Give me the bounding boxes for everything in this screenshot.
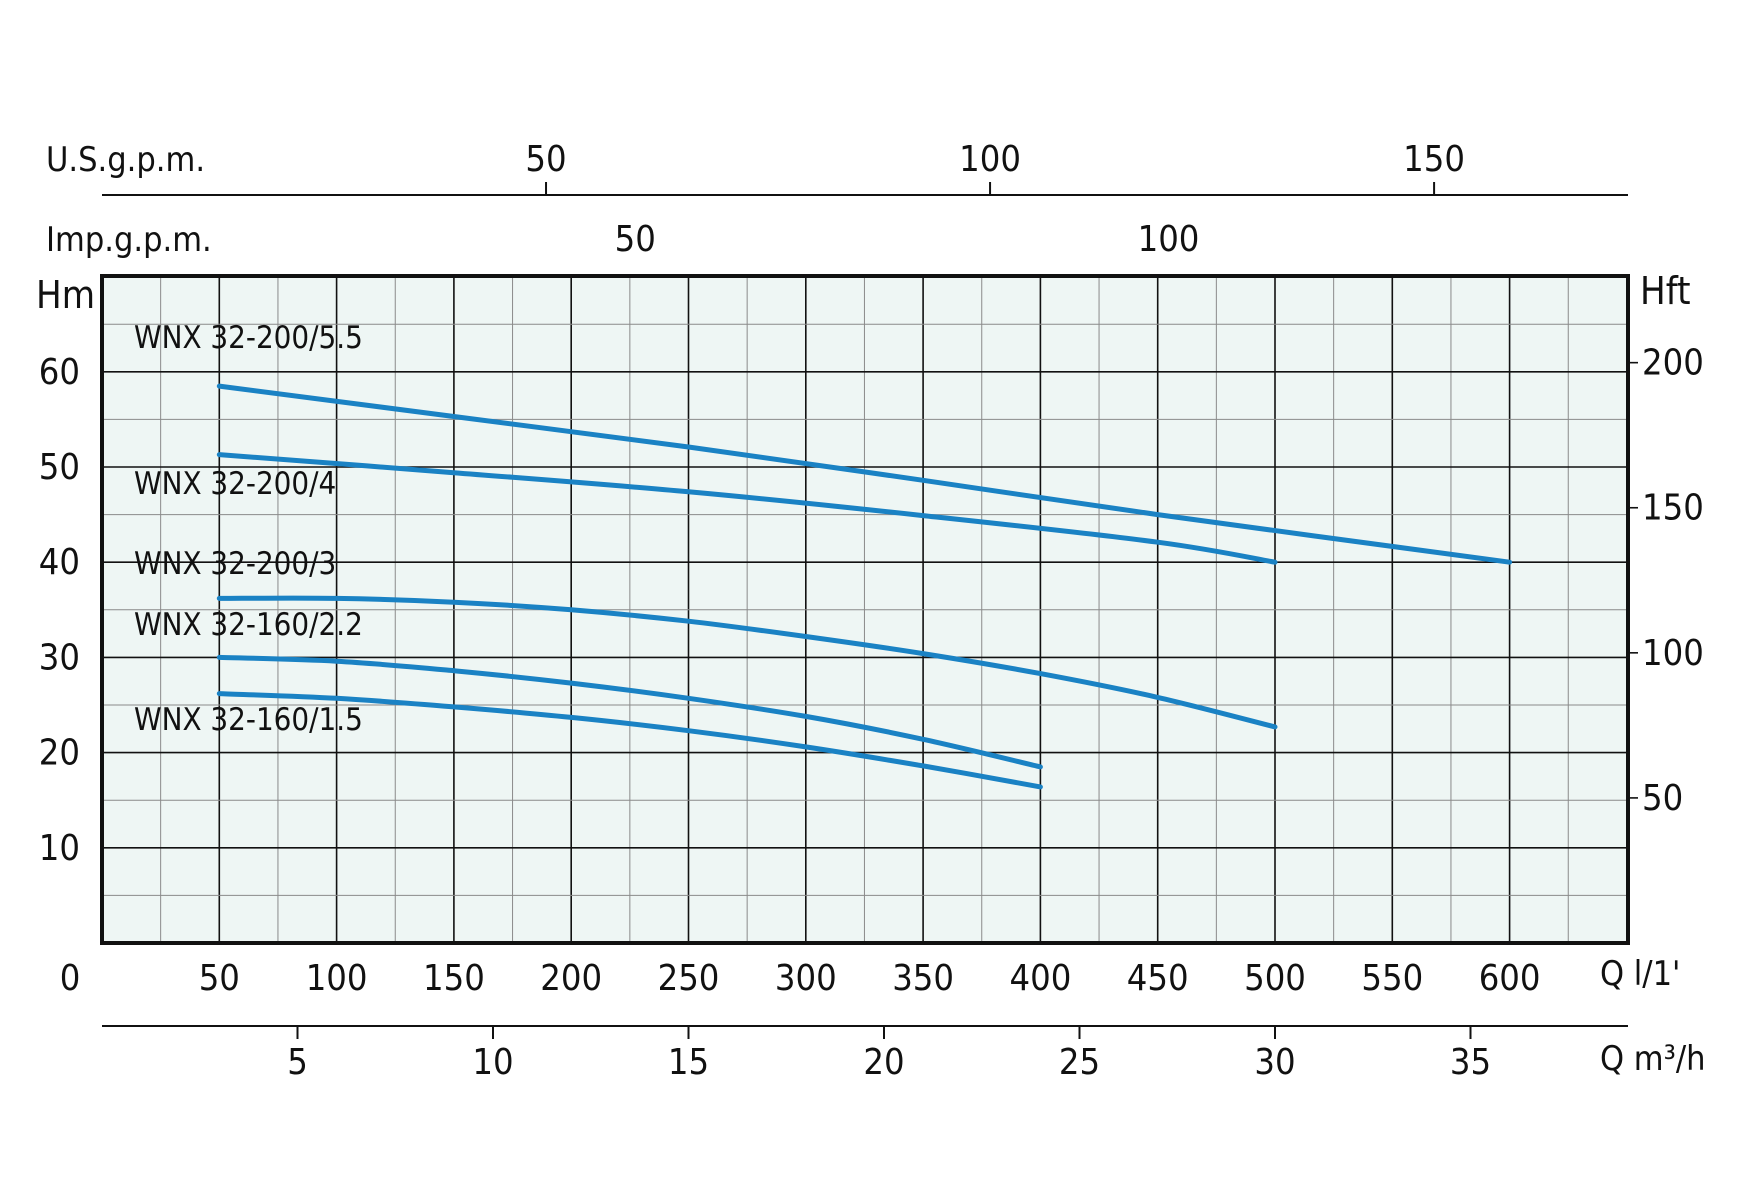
m3h-tick-label: 20 [863, 1042, 904, 1083]
x-tick-label: 100 [306, 958, 368, 999]
series-line [216, 383, 1513, 565]
plot-frame [100, 182, 1638, 1039]
y-tick-label: 60 [39, 352, 80, 393]
x-tick-label: 300 [775, 958, 837, 999]
right-axis-title: Hft [1640, 269, 1690, 313]
x-tick-label: 150 [423, 958, 485, 999]
usgpm-tick-label: 50 [525, 139, 566, 180]
right-axis-tick-label: 150 [1642, 488, 1704, 529]
m3h-axis-title: Q m³/h [1600, 1039, 1706, 1079]
m3h-tick-label: 15 [668, 1042, 709, 1083]
x-tick-label: 0 [60, 958, 81, 999]
y-axis-title: Hm [36, 273, 95, 317]
right-axis-tick-label: 50 [1642, 778, 1683, 819]
m3h-tick-label: 35 [1450, 1042, 1491, 1083]
x-tick-label: 600 [1479, 958, 1541, 999]
x-tick-label: 200 [540, 958, 602, 999]
impgpm-tick-label: 100 [1138, 219, 1200, 260]
series-label: WNX 32-160/2.2 [134, 607, 363, 643]
series-label: WNX 32-200/3 [134, 546, 336, 582]
series-label: WNX 32-160/1.5 [134, 702, 363, 738]
x-tick-label: 400 [1009, 958, 1071, 999]
usgpm-tick-label: 150 [1403, 139, 1465, 180]
y-tick-label: 50 [39, 447, 80, 488]
series-line [216, 595, 1278, 730]
series-line [216, 452, 1278, 565]
x-tick-label: 50 [199, 958, 240, 999]
m3h-tick-label: 5 [287, 1042, 308, 1083]
right-axis-tick-label: 200 [1642, 343, 1704, 384]
series-line [216, 654, 1043, 770]
y-tick-label: 20 [39, 733, 80, 774]
series-label: WNX 32-200/5.5 [134, 320, 363, 356]
grid-lines [102, 276, 1628, 943]
usgpm-axis-title: U.S.g.p.m. [46, 140, 205, 180]
x-axis-title: Q l/1' [1600, 954, 1680, 994]
m3h-tick-label: 10 [472, 1042, 513, 1083]
series-line [216, 691, 1043, 790]
x-tick-label: 350 [892, 958, 954, 999]
y-tick-label: 40 [39, 542, 80, 583]
x-tick-label: 550 [1361, 958, 1423, 999]
plot-border [100, 274, 1630, 945]
usgpm-tick-label: 100 [959, 139, 1021, 180]
x-tick-label: 500 [1244, 958, 1306, 999]
right-axis-tick-label: 100 [1642, 633, 1704, 674]
series-lines [216, 383, 1513, 790]
impgpm-tick-label: 50 [615, 219, 656, 260]
series-label: WNX 32-200/4 [134, 466, 336, 502]
x-tick-label: 250 [658, 958, 720, 999]
m3h-tick-label: 25 [1059, 1042, 1100, 1083]
impgpm-axis-title: Imp.g.p.m. [46, 220, 212, 260]
x-tick-label: 450 [1127, 958, 1189, 999]
axis-labels: 50 100 150 200 Hft 10 20 30 40 50 60 Hm 0 50 100 150 200… [36, 139, 1706, 1083]
y-tick-label: 30 [39, 637, 80, 678]
m3h-tick-label: 30 [1254, 1042, 1295, 1083]
y-tick-label: 10 [39, 828, 80, 869]
